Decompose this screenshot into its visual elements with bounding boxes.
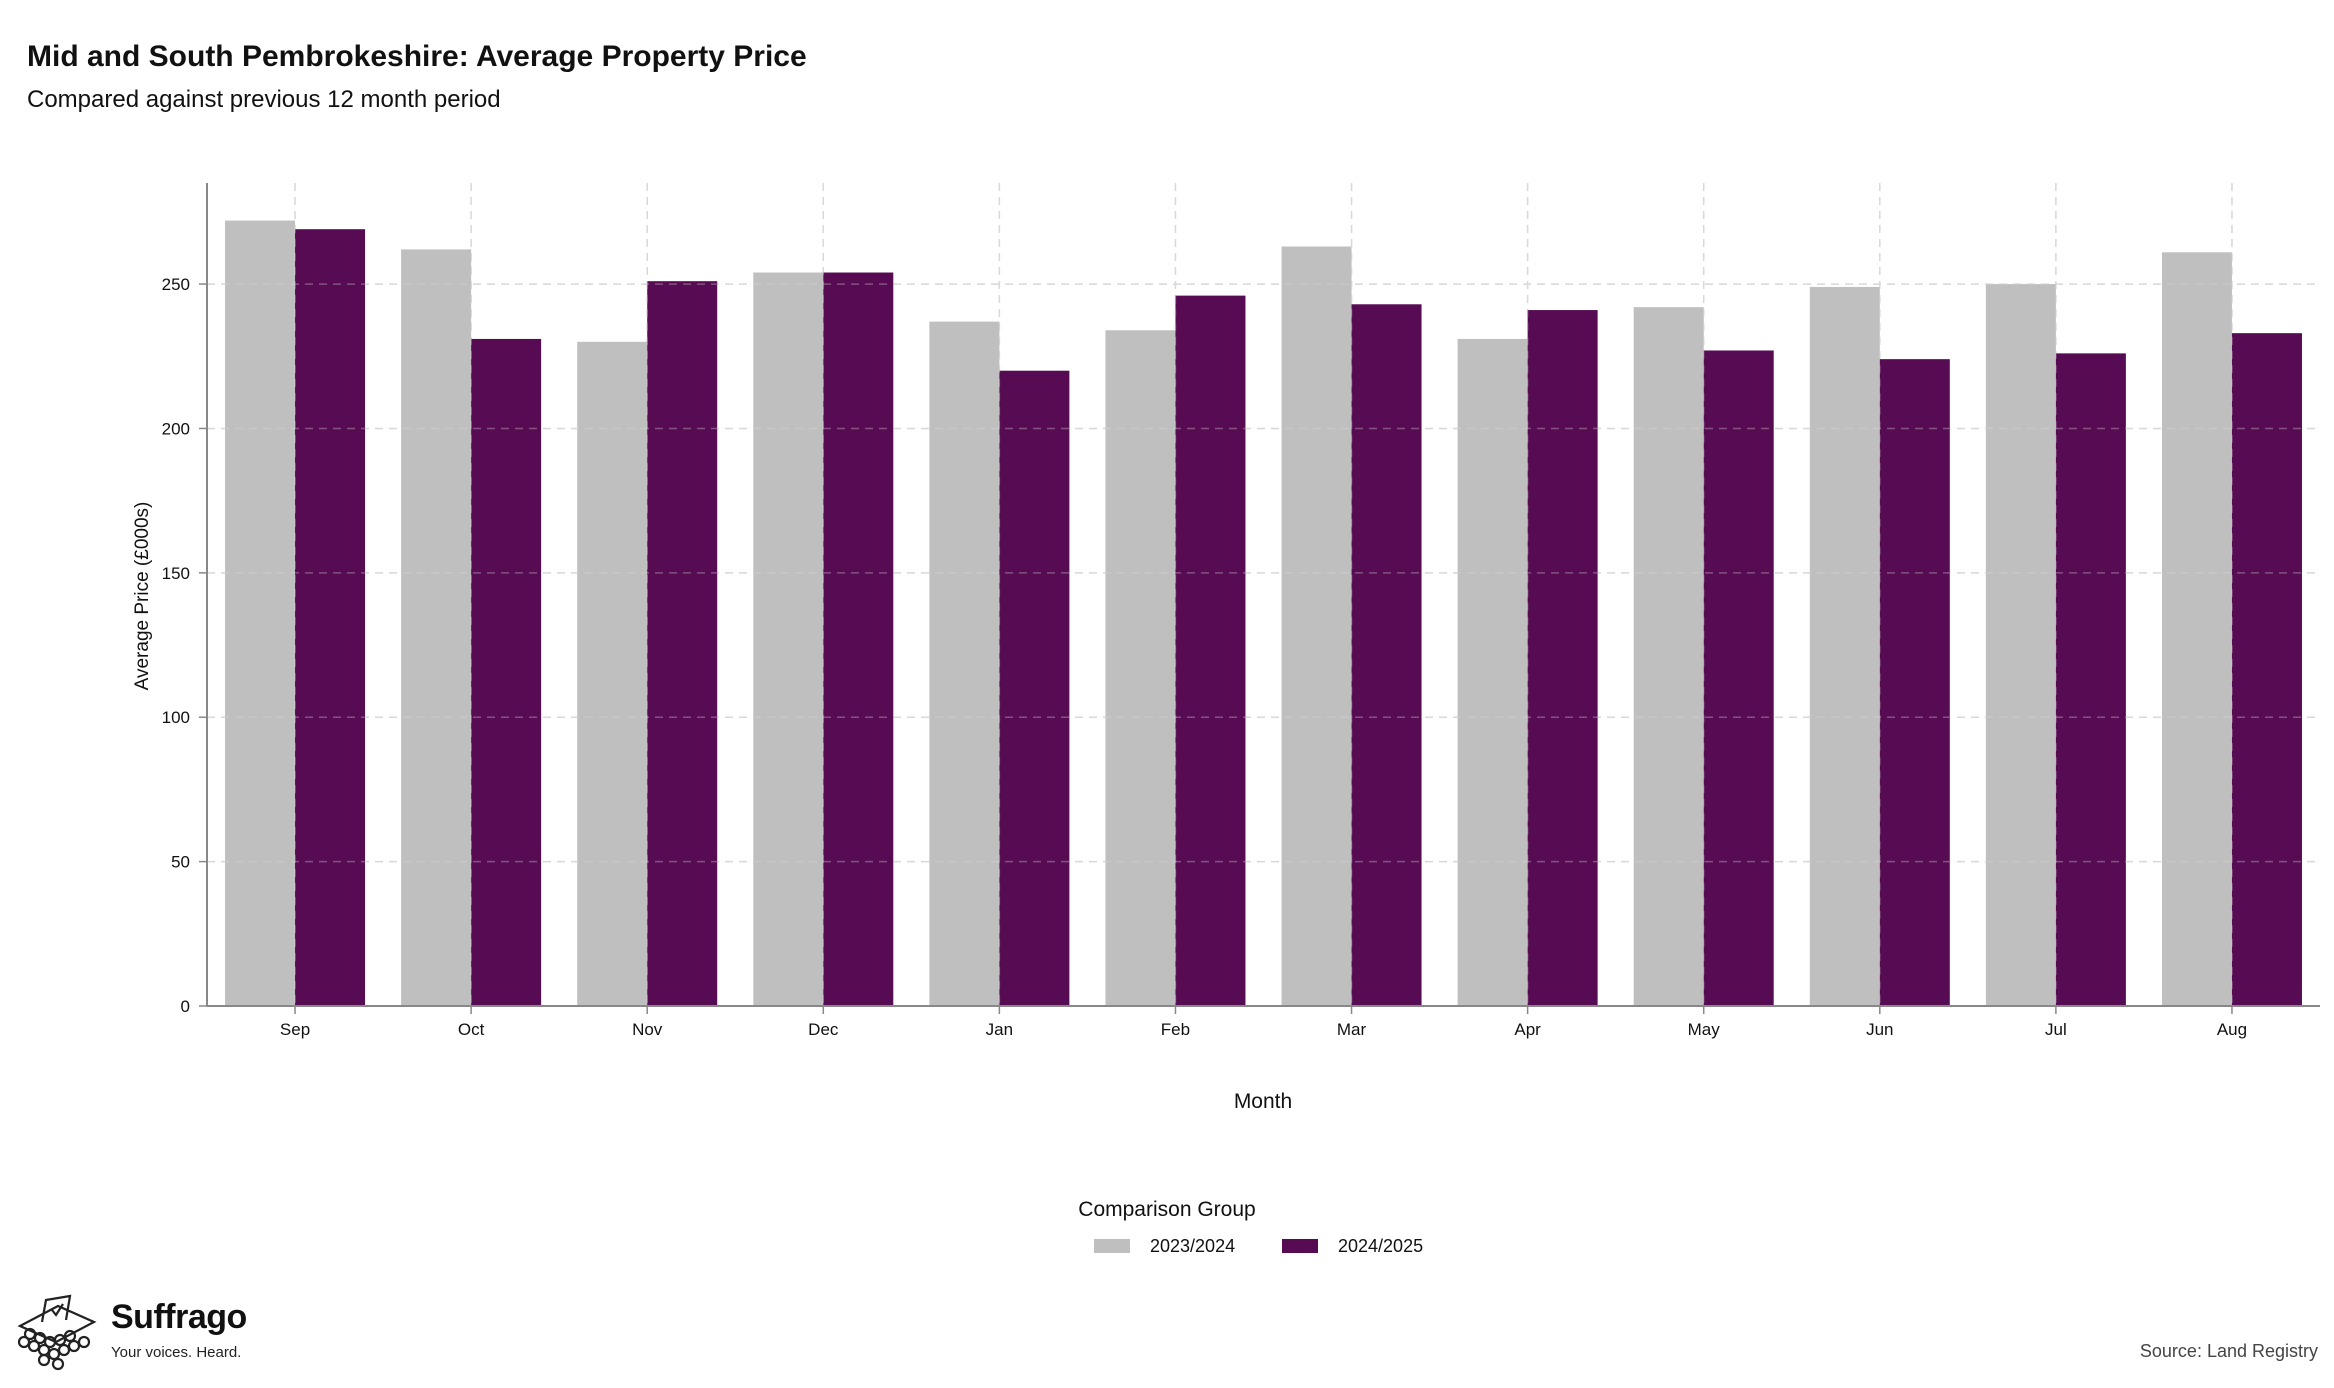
chart-subtitle: Compared against previous 12 month perio… (27, 86, 501, 113)
bar-feb-2023-2024 (1105, 330, 1176, 1006)
bar-dec-2024-2025 (823, 272, 894, 1006)
x-tick-label: Feb (1161, 1020, 1190, 1039)
x-tick-label: May (1688, 1020, 1721, 1039)
y-tick-label: 200 (162, 419, 190, 438)
axes (206, 183, 2320, 1007)
bar-mar-2023-2024 (1281, 246, 1352, 1006)
legend-swatch-2024-2025 (1282, 1239, 1318, 1253)
bar-jul-2024-2025 (2055, 353, 2126, 1006)
chart-title: Mid and South Pembrokeshire: Average Pro… (27, 40, 807, 73)
x-tick-label: Oct (458, 1020, 485, 1039)
bar-chart: 0 50 100 150 200 250 Sep Oct Nov Dec Jan Feb Mar Apr… (132, 183, 2320, 1113)
legend-item-2023-2024: 2023/2024 (1094, 1234, 1235, 1258)
source-note: Source: Land Registry (2139, 1341, 2318, 1361)
bar-jan-2023-2024 (929, 321, 1000, 1006)
x-tick-label: Jan (986, 1020, 1013, 1039)
bar-aug-2023-2024 (2161, 252, 2232, 1006)
x-tick-label: Nov (632, 1020, 663, 1039)
legend-items: 2023/2024 2024/2025 (0, 1234, 2334, 1258)
brand-name: Suffrago (111, 1298, 247, 1336)
x-tick-label: Aug (2217, 1020, 2247, 1039)
bar-may-2023-2024 (1633, 307, 1704, 1006)
suffrago-logo-icon (17, 1294, 97, 1371)
y-tick-label: 0 (181, 997, 190, 1016)
bar-mar-2024-2025 (1351, 304, 1422, 1007)
x-tick-label: Jun (1866, 1020, 1893, 1039)
bar-feb-2024-2025 (1175, 295, 1246, 1006)
bar-sep-2023-2024 (225, 220, 296, 1006)
bar-jul-2023-2024 (1985, 284, 2056, 1006)
x-tick-label: Sep (280, 1020, 310, 1039)
x-tick-label: Jul (2045, 1020, 2067, 1039)
legend-label-2023-2024: 2023/2024 (1150, 1235, 1236, 1256)
bar-oct-2023-2024 (401, 249, 472, 1006)
y-axis-label: Average Price (£000s) (132, 502, 153, 691)
bar-aug-2024-2025 (2231, 333, 2302, 1007)
bar-nov-2023-2024 (577, 341, 648, 1006)
bar-nov-2024-2025 (647, 281, 718, 1006)
bar-jun-2023-2024 (1809, 286, 1880, 1006)
y-tick-label: 100 (162, 708, 190, 727)
bar-may-2024-2025 (1703, 350, 1774, 1006)
brand-tagline: Your voices. Heard. (111, 1344, 242, 1361)
legend-title: Comparison Group (1078, 1198, 1256, 1221)
bar-jan-2024-2025 (999, 370, 1070, 1006)
bar-sep-2024-2025 (295, 229, 366, 1007)
grid-overlay (207, 183, 2320, 1006)
x-axis-label: Month (1234, 1090, 1292, 1113)
bar-apr-2024-2025 (1527, 310, 1598, 1006)
y-tick-label: 50 (171, 853, 190, 872)
y-tick-label: 150 (162, 564, 190, 583)
bar-apr-2023-2024 (1457, 338, 1528, 1006)
x-tick-labels: Sep Oct Nov Dec Jan Feb Mar Apr May Jun Jul Aug (280, 1006, 2247, 1039)
bars (225, 220, 2302, 1007)
legend-item-2024-2025: 2024/2025 (1282, 1234, 1423, 1258)
bar-oct-2024-2025 (471, 338, 542, 1006)
legend: Comparison Group 2023/2024 2024/2025 (0, 1198, 2334, 1256)
x-tick-label: Mar (1337, 1020, 1367, 1039)
legend-label-2024-2025: 2024/2025 (1338, 1235, 1424, 1256)
legend-swatch-2023-2024 (1094, 1239, 1130, 1253)
y-tick-label: 250 (162, 275, 190, 294)
y-tick-labels: 0 50 100 150 200 250 (162, 275, 207, 1016)
x-tick-label: Dec (808, 1020, 839, 1039)
bar-dec-2023-2024 (753, 272, 824, 1006)
bar-jun-2024-2025 (1879, 359, 1950, 1006)
x-tick-label: Apr (1514, 1020, 1541, 1039)
